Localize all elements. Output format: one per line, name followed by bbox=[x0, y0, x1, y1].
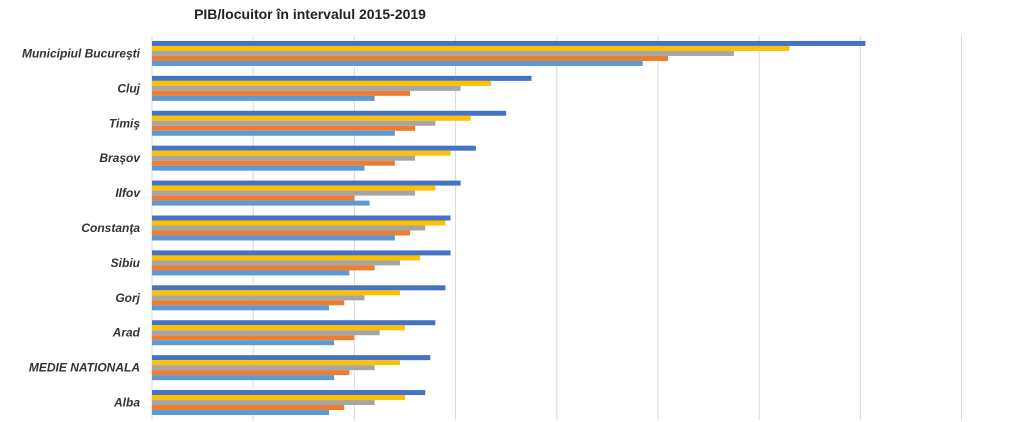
bar bbox=[152, 265, 375, 271]
bar bbox=[152, 200, 370, 206]
category-label: MEDIE NATIONALA bbox=[29, 361, 140, 375]
bar bbox=[152, 80, 491, 86]
bar bbox=[152, 215, 451, 221]
bar bbox=[152, 325, 405, 331]
bar bbox=[152, 220, 446, 226]
bar bbox=[152, 295, 365, 301]
bar bbox=[152, 160, 395, 166]
bar bbox=[152, 95, 375, 101]
bar bbox=[152, 375, 335, 381]
category-label: Ilfov bbox=[115, 186, 141, 200]
bar bbox=[152, 370, 350, 376]
bar bbox=[152, 360, 400, 366]
bar bbox=[152, 225, 426, 231]
bar bbox=[152, 120, 436, 126]
category-label: Gorj bbox=[115, 291, 140, 305]
category-label: Alba bbox=[113, 396, 140, 410]
bar bbox=[152, 185, 436, 191]
bar bbox=[152, 50, 734, 56]
bar bbox=[152, 235, 395, 241]
category-label: Sibiu bbox=[111, 256, 141, 270]
bar bbox=[152, 260, 400, 266]
category-labels: Municipiul Bucureşti Cluj Timiş Braşov Ilfov… bbox=[22, 46, 141, 409]
bar bbox=[152, 320, 436, 326]
bar bbox=[152, 390, 426, 396]
bar bbox=[152, 410, 330, 416]
bar bbox=[152, 40, 866, 46]
bar bbox=[152, 330, 380, 336]
bar bbox=[152, 395, 405, 401]
bar bbox=[152, 60, 643, 66]
bar bbox=[152, 195, 355, 201]
bar bbox=[152, 255, 421, 261]
bar bbox=[152, 130, 395, 136]
bar bbox=[152, 125, 416, 131]
bar bbox=[152, 365, 375, 371]
bar bbox=[152, 190, 416, 196]
category-label: Arad bbox=[112, 326, 141, 340]
chart-title: PIB/locuitor în intervalul 2015-2019 bbox=[194, 6, 426, 22]
bar bbox=[152, 165, 365, 171]
category-label: Braşov bbox=[99, 151, 141, 165]
bar bbox=[152, 270, 350, 276]
bar bbox=[152, 155, 416, 161]
bars bbox=[152, 40, 866, 416]
bar bbox=[152, 75, 532, 81]
bar bbox=[152, 145, 476, 151]
bar bbox=[152, 335, 355, 341]
bar bbox=[152, 45, 790, 51]
category-label: Municipiul Bucureşti bbox=[22, 46, 141, 60]
bar bbox=[152, 340, 335, 346]
bar bbox=[152, 110, 507, 116]
bar bbox=[152, 355, 431, 361]
bar bbox=[152, 90, 411, 96]
bar bbox=[152, 290, 400, 296]
bar bbox=[152, 115, 471, 121]
bar bbox=[152, 285, 446, 291]
category-label: Timiş bbox=[109, 116, 140, 130]
bar bbox=[152, 305, 330, 311]
bar bbox=[152, 55, 669, 61]
bar bbox=[152, 230, 411, 236]
bar bbox=[152, 85, 461, 91]
category-label: Cluj bbox=[117, 81, 140, 95]
bar bbox=[152, 405, 345, 411]
bar bbox=[152, 300, 345, 306]
bar bbox=[152, 180, 461, 186]
category-label: Constanţa bbox=[81, 221, 140, 235]
bar bbox=[152, 150, 451, 156]
bar bbox=[152, 250, 451, 256]
bar bbox=[152, 400, 375, 406]
